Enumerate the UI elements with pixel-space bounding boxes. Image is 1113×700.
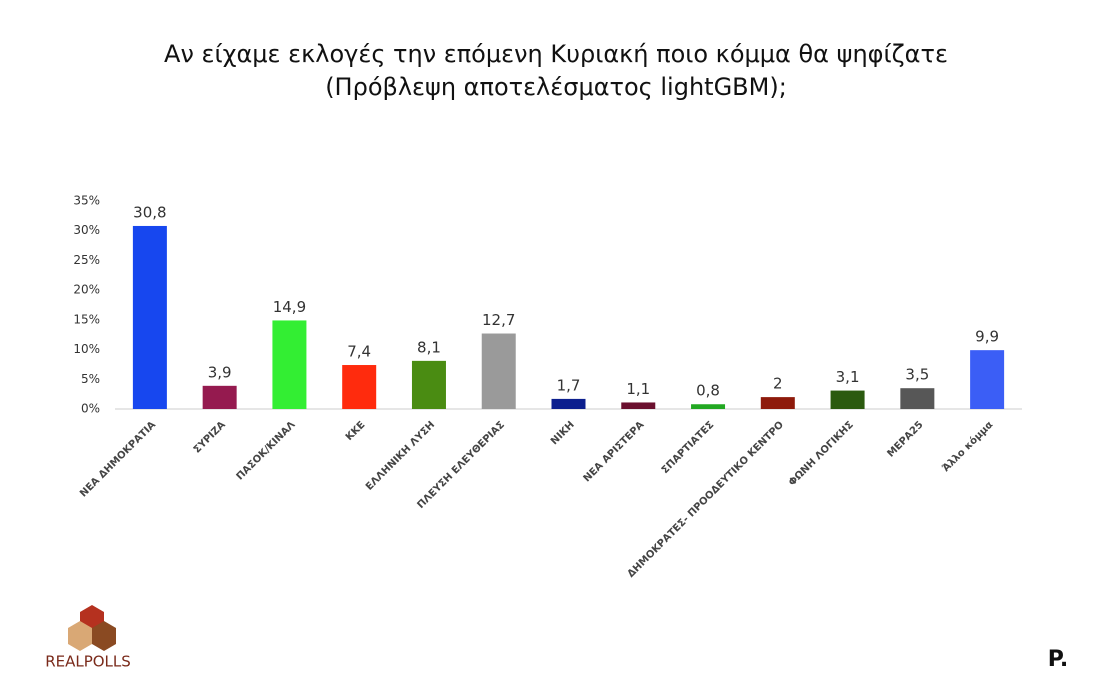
bar xyxy=(132,225,167,409)
y-tick-label: 30% xyxy=(73,223,100,237)
value-label: 0,8 xyxy=(696,382,720,400)
logo-shape xyxy=(68,621,92,651)
chart-title: Αν είχαμε εκλογές την επόμενη Κυριακή πο… xyxy=(164,40,948,68)
value-label: 30,8 xyxy=(133,203,166,221)
logo-left: REALPOLLS xyxy=(45,605,131,671)
y-tick-label: 0% xyxy=(81,402,100,416)
y-tick-label: 25% xyxy=(73,253,100,267)
x-tick-label: ΠΑΣΟΚ/ΚΙΝΑΛ xyxy=(235,419,298,482)
value-label: 9,9 xyxy=(975,328,999,346)
x-tick-label: ΔΗΜΟΚΡΑΤΕΣ- ΠΡΟΟΔΕΥΤΙΚΟ ΚΕΝΤΡΟ xyxy=(626,419,786,579)
bar xyxy=(411,360,446,409)
value-label: 14,9 xyxy=(273,298,306,316)
logo-right: P. xyxy=(1048,647,1068,672)
x-tick-label: ΝΕΑ ΑΡΙΣΤΕΡΑ xyxy=(582,419,647,484)
bar xyxy=(551,398,586,409)
bar xyxy=(481,333,516,409)
bar xyxy=(621,402,656,409)
value-label: 12,7 xyxy=(482,311,515,329)
x-tick-label: ΣΠΑΡΤΙΑΤΕΣ xyxy=(660,419,717,476)
y-tick-label: 5% xyxy=(81,372,100,386)
x-tick-label: ΝΙΚΗ xyxy=(549,419,577,447)
y-tick-label: 15% xyxy=(73,312,100,326)
value-label: 2 xyxy=(773,375,783,393)
x-tick-label: ΚΚΕ xyxy=(344,419,368,443)
bar xyxy=(342,365,377,409)
value-label: 7,4 xyxy=(347,343,371,361)
x-tick-label: ΕΛΛΗΝΙΚΗ ΛΥΣΗ xyxy=(364,419,437,492)
chart-title: (Πρόβλεψη αποτελέσματος lightGBM); xyxy=(325,73,787,101)
bar xyxy=(760,397,795,409)
bar xyxy=(970,350,1005,409)
y-tick-label: 20% xyxy=(73,283,100,297)
x-tick-label: ΦΩΝΗ ΛΟΓΙΚΗΣ xyxy=(787,419,856,488)
value-label: 1,1 xyxy=(626,380,650,398)
bar xyxy=(900,388,935,409)
value-label: 3,9 xyxy=(208,363,232,381)
y-tick-label: 35% xyxy=(73,194,100,208)
x-tick-label: ΜΕΡΑ25 xyxy=(885,419,925,459)
y-tick-label: 10% xyxy=(73,342,100,356)
logo-shape xyxy=(92,621,116,651)
bar xyxy=(272,320,307,409)
bar xyxy=(202,385,237,409)
x-tick-label: ΝΕΑ ΔΗΜΟΚΡΑΤΙΑ xyxy=(78,419,158,499)
x-tick-label: ΣΥΡΙΖΑ xyxy=(192,419,228,455)
value-label: 3,5 xyxy=(905,366,929,384)
bar xyxy=(830,390,865,409)
value-label: 1,7 xyxy=(557,376,581,394)
value-label: 8,1 xyxy=(417,338,441,356)
logo-text: REALPOLLS xyxy=(45,653,131,671)
bar xyxy=(691,404,726,409)
value-label: 3,1 xyxy=(836,368,860,386)
x-tick-label: Άλλο κόμμα xyxy=(940,419,996,475)
